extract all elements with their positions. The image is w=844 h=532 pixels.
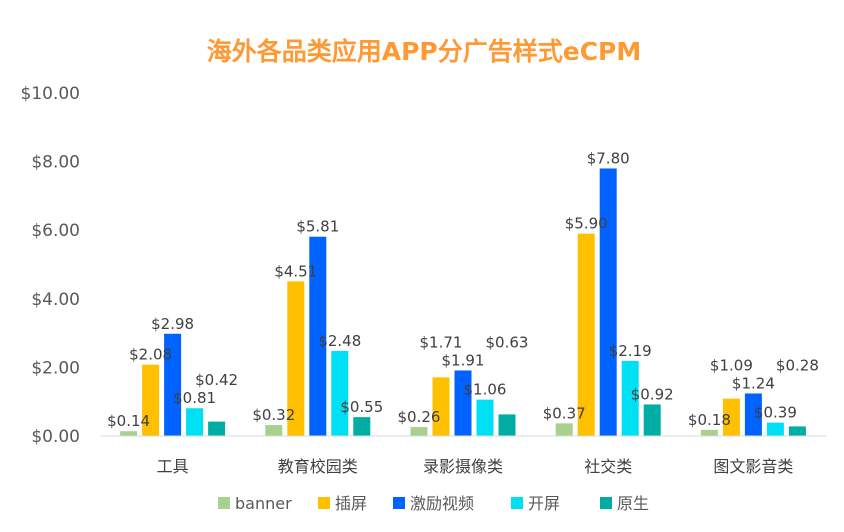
bar-原生 [788, 426, 806, 436]
bar-banner [265, 425, 283, 436]
bar-开屏 [476, 399, 494, 436]
x-category-label: 录影摄像类 [423, 457, 503, 476]
data-labels: $2.98 $2.08 $0.81$0.42 $0.14 $5.81 $4.51 $2.48… [107, 149, 819, 430]
bars [120, 168, 806, 436]
bar-原生 [498, 414, 516, 436]
bar-开屏 [621, 360, 639, 436]
data-label: $0.26 [398, 408, 441, 426]
bar-开屏 [331, 350, 349, 436]
data-label: $0.92 [631, 385, 674, 403]
data-label: $7.80 [587, 149, 630, 167]
legend-swatch [218, 497, 230, 509]
data-label: $0.14 [107, 412, 150, 430]
data-label: $0.28 [776, 356, 819, 374]
data-label: $0.37 [543, 404, 586, 422]
data-label: $2.19 [609, 342, 652, 360]
x-category-label: 教育校园类 [278, 457, 358, 476]
data-label: $2.08 [129, 346, 172, 364]
data-label: $1.71 [420, 333, 463, 351]
data-label: $0.32 [252, 406, 295, 424]
data-label: $1.09 [710, 356, 753, 374]
data-label: $0.42 [195, 371, 238, 389]
y-tick-label: $10.00 [21, 84, 80, 104]
legend-swatch [393, 497, 405, 509]
data-label: $1.06 [464, 381, 507, 399]
bar-激励视频 [744, 393, 762, 436]
chart-title: 海外各品类应用APP分广告样式eCPM [207, 37, 642, 66]
data-label: $2.98 [151, 315, 194, 333]
data-label: $0.55 [340, 398, 383, 416]
data-label: $1.91 [442, 351, 485, 369]
bar-开屏 [766, 422, 784, 436]
bar-原生 [643, 404, 661, 436]
bar-banner [120, 431, 138, 436]
y-axis: $0.00 $2.00 $4.00 $6.00 $8.00 $10.00 [21, 84, 80, 447]
legend: banner 插屏 激励视频 开屏 原生 [218, 494, 649, 513]
legend-swatch [318, 497, 330, 509]
legend-label: 插屏 [335, 494, 367, 513]
bar-banner [555, 423, 573, 436]
y-tick-label: $2.00 [31, 358, 80, 378]
legend-swatch [511, 497, 523, 509]
bar-banner [700, 429, 718, 436]
y-tick-label: $6.00 [31, 221, 80, 241]
data-label: $0.18 [688, 411, 731, 429]
data-label: $1.24 [732, 374, 775, 392]
legend-label: banner [235, 494, 292, 513]
legend-label: 开屏 [528, 494, 560, 513]
x-axis: 工具 教育校园类 录影摄像类 社交类 图文影音类 [100, 435, 826, 476]
bar-激励视频 [599, 168, 617, 436]
data-label: $4.51 [274, 262, 317, 280]
legend-swatch [600, 497, 612, 509]
data-label: $2.48 [318, 332, 361, 350]
x-category-label: 图文影音类 [713, 457, 793, 476]
bar-插屏 [577, 233, 595, 436]
y-tick-label: $0.00 [31, 427, 80, 447]
bar-插屏 [722, 398, 740, 436]
data-label: $5.90 [565, 215, 608, 233]
legend-label: 激励视频 [410, 494, 474, 513]
bar-插屏 [287, 281, 305, 436]
bar-激励视频 [309, 236, 327, 436]
data-label: $5.81 [296, 218, 339, 236]
bar-原生 [353, 417, 371, 436]
y-tick-label: $4.00 [31, 290, 80, 310]
bar-开屏 [186, 408, 204, 436]
data-label: $0.81 [173, 389, 216, 407]
data-label: $0.39 [754, 404, 797, 422]
data-label: $0.63 [486, 333, 529, 351]
bar-banner [410, 427, 428, 436]
bar-激励视频 [454, 370, 472, 436]
bar-插屏 [432, 377, 450, 436]
legend-label: 原生 [617, 494, 649, 513]
bar-原生 [208, 421, 226, 436]
bar-激励视频 [164, 333, 182, 436]
bar-插屏 [142, 364, 160, 436]
x-category-label: 社交类 [584, 457, 632, 476]
x-category-label: 工具 [157, 457, 189, 476]
y-tick-label: $8.00 [31, 153, 80, 173]
